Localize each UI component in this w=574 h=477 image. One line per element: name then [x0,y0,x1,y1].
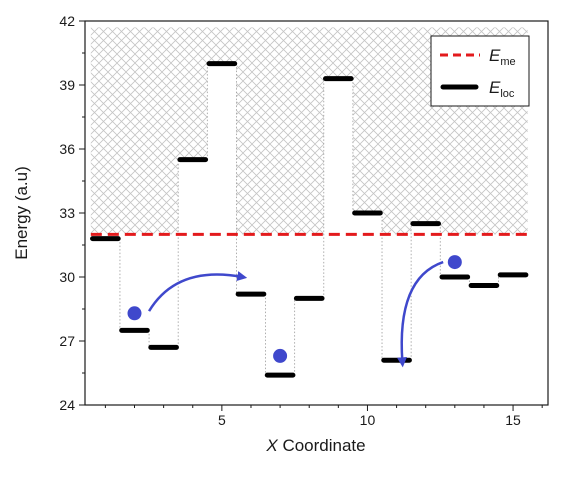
x-tick-label: 15 [505,412,521,428]
walker-point [273,348,288,363]
y-tick-label: 33 [59,205,75,221]
walker-point [127,306,142,321]
arrow-jump-down [397,260,444,368]
transition-arrows [147,260,444,368]
arrow-jump-right [147,271,248,312]
y-tick-label: 24 [59,397,75,413]
y-tick-label: 30 [59,269,75,285]
hatch-fill [90,27,528,235]
axis-ticks: 5 10 15 24 27 30 33 36 39 42 [59,13,543,428]
y-tick-label: 27 [59,333,75,349]
y-tick-label: 42 [59,13,75,29]
y-tick-label: 39 [59,77,75,93]
x-axis-title-rest: Coordinate [278,436,366,455]
legend-label-eme: Eme [489,46,516,68]
x-tick-label: 10 [360,412,376,428]
hatched-region [90,27,528,235]
walker-point [447,255,462,270]
legend-label-eloc: Eloc [489,78,515,100]
x-axis-title: X Coordinate [265,436,365,455]
legend-box [430,35,530,107]
x-axis-title-italic: X [265,436,278,455]
step-guide-lines [119,63,499,376]
data-marks [90,61,529,378]
y-tick-label: 36 [59,141,75,157]
x-tick-label: 5 [218,412,226,428]
y-axis-title: Energy (a.u) [12,166,31,260]
legend: Eme Eloc [430,35,530,107]
